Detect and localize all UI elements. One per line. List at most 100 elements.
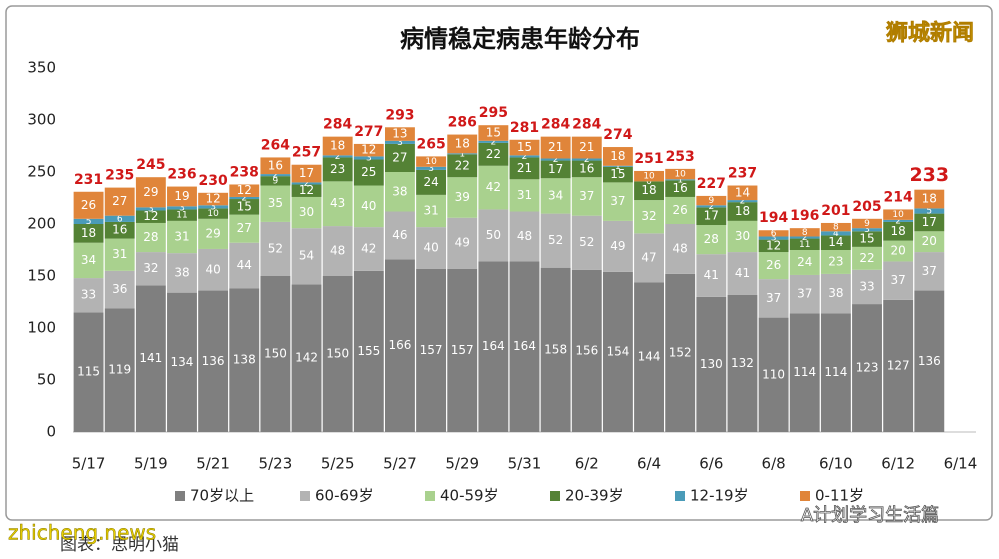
bar-segment <box>914 290 945 432</box>
y-tick-label: 350 <box>27 59 56 77</box>
bar-segment <box>758 279 789 318</box>
total-label: 214 <box>884 189 913 205</box>
bar-segment <box>353 143 384 157</box>
chart-title: 病情稳定病患年龄分布 <box>400 25 640 53</box>
data-label: 16 <box>268 158 283 172</box>
data-label: 43 <box>330 196 345 210</box>
data-label: 10 <box>674 170 686 180</box>
bar-segment <box>914 213 945 232</box>
bar-segment <box>385 172 415 212</box>
bar-segment <box>540 267 571 432</box>
bar-segment <box>571 136 602 159</box>
data-label: 3 <box>179 203 185 213</box>
bar-segment <box>665 179 696 181</box>
bar-segment <box>883 221 914 241</box>
data-label: 3 <box>366 153 372 163</box>
data-label: 31 <box>423 204 438 218</box>
bar-segment <box>447 217 478 269</box>
data-label: 21 <box>548 140 563 154</box>
bar-segment <box>322 157 353 182</box>
data-label: 3 <box>210 202 216 212</box>
data-label: 42 <box>486 180 501 194</box>
data-label: 2 <box>708 202 714 212</box>
bar-segment <box>509 261 540 432</box>
x-tick-label: 5/25 <box>321 455 355 473</box>
bar-segment <box>540 136 571 159</box>
bar-segment <box>322 226 353 276</box>
data-label: 144 <box>638 350 661 364</box>
data-label: 12 <box>299 183 314 197</box>
data-label: 5 <box>86 217 92 227</box>
legend-label: 70岁以上 <box>190 487 254 505</box>
data-label: 39 <box>455 190 470 204</box>
bar-segment <box>883 240 914 262</box>
data-label: 40 <box>361 199 376 213</box>
x-tick-label: 6/6 <box>699 455 723 473</box>
bar-segment <box>758 236 789 240</box>
bar-segment <box>820 235 851 250</box>
data-label: 6 <box>117 214 123 224</box>
data-label: 17 <box>922 215 937 229</box>
data-label: 164 <box>482 339 505 353</box>
bar-segment <box>104 187 135 216</box>
bar-segment <box>602 166 633 183</box>
data-label: 49 <box>610 239 625 253</box>
bar-segment <box>353 156 384 160</box>
bar-segment <box>73 278 104 313</box>
data-label: 16 <box>673 181 688 195</box>
data-label: 2 <box>335 152 341 162</box>
bar-segment <box>322 136 353 156</box>
data-label: 52 <box>548 233 563 247</box>
bar-segment <box>665 168 696 180</box>
data-label: 23 <box>828 254 843 268</box>
data-label: 2 <box>241 194 247 204</box>
bar-segment <box>571 160 602 178</box>
legend-swatch <box>425 491 435 501</box>
data-label: 3 <box>397 138 403 148</box>
bar-segment <box>602 271 633 432</box>
data-label: 28 <box>704 232 719 246</box>
bar-segment <box>789 236 820 239</box>
x-tick-label: 6/8 <box>762 455 786 473</box>
data-label: 158 <box>544 342 567 356</box>
bar-segment <box>260 176 291 186</box>
bar-segment <box>135 210 166 223</box>
bar-segment <box>883 299 914 432</box>
bar-segment <box>634 181 664 201</box>
bar-segment <box>353 227 384 271</box>
bar-segment <box>727 185 758 201</box>
total-label: 265 <box>416 136 445 152</box>
data-label: 136 <box>918 354 941 368</box>
bar-segment <box>135 207 166 211</box>
data-label: 37 <box>891 273 906 287</box>
data-label: 164 <box>513 339 536 353</box>
bar-segment <box>291 228 322 285</box>
bar-segment <box>478 261 509 432</box>
data-label: 12 <box>205 192 220 206</box>
data-label: 41 <box>704 268 719 282</box>
data-label: 22 <box>455 158 470 172</box>
total-label: 230 <box>199 173 228 189</box>
data-label: 134 <box>171 355 194 369</box>
watermark: 狮城新闻 <box>886 20 974 46</box>
data-label: 23 <box>330 162 345 176</box>
bar-segment <box>353 185 384 228</box>
bar-segment <box>914 252 945 291</box>
total-label: 201 <box>821 203 850 219</box>
bar-segment <box>322 276 353 432</box>
data-label: 150 <box>264 347 287 361</box>
bar-segment <box>229 196 260 200</box>
bar-segment <box>509 139 540 156</box>
bar-segment <box>198 208 229 219</box>
data-label: 40 <box>423 240 438 254</box>
data-label: 26 <box>766 258 781 272</box>
data-label: 19 <box>174 189 189 203</box>
data-label: 5 <box>926 207 932 217</box>
bar-segment <box>135 222 166 253</box>
x-tick-label: 6/12 <box>881 455 915 473</box>
bar-segment <box>789 274 820 314</box>
data-label: 1 <box>677 175 683 185</box>
data-label: 38 <box>828 286 843 300</box>
data-label: 22 <box>486 147 501 161</box>
total-label: 245 <box>136 157 165 173</box>
